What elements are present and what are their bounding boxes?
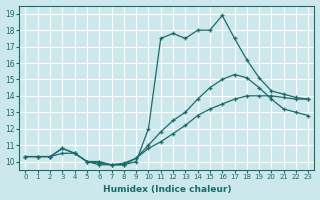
X-axis label: Humidex (Indice chaleur): Humidex (Indice chaleur)	[103, 185, 231, 194]
